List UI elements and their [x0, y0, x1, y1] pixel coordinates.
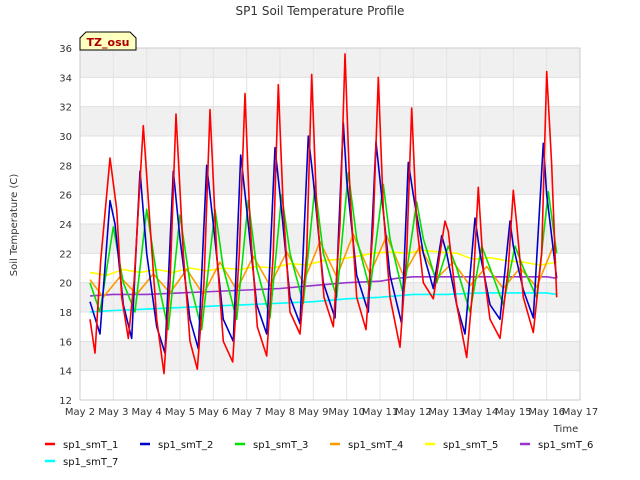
x-tick-label: May 9	[298, 407, 328, 418]
x-tick-label: May 2	[65, 407, 95, 418]
y-axis-ticks: 12 14 16 18 20 22 24 26 28 30 32 34 36	[59, 44, 72, 407]
y-tick-label: 28	[59, 161, 72, 172]
legend-label: sp1_smT_3	[253, 440, 308, 451]
x-tick-label: May 14	[462, 407, 499, 418]
x-tick-label: May 5	[165, 407, 195, 418]
legend: sp1_smT_1 sp1_smT_2 sp1_smT_3 sp1_smT_4 sp1_…	[45, 440, 593, 468]
legend-label: sp1_smT_4	[348, 440, 403, 451]
series-line-sp1-smT-1	[89, 53, 558, 375]
x-tick-label: May 6	[198, 407, 228, 418]
y-tick-label: 14	[59, 367, 72, 378]
y-tick-label: 22	[59, 249, 72, 260]
legend-item-sp1-smT-4: sp1_smT_4	[330, 440, 403, 451]
tz-badge: TZ_osu	[79, 31, 137, 51]
x-axis-ticks: May 2 May 3 May 4 May 5 May 6 May 7 May 8 May 9…	[65, 407, 598, 418]
x-tick-label: May 16	[528, 407, 565, 418]
y-axis-label: Soil Temperature (C)	[9, 174, 20, 277]
legend-label: sp1_smT_1	[63, 440, 118, 451]
series-lines	[89, 53, 558, 375]
badge-shape	[79, 31, 137, 51]
y-tick-label: 26	[59, 191, 72, 202]
x-tick-label: May 11	[362, 407, 399, 418]
legend-item-sp1-smT-2: sp1_smT_2	[140, 440, 213, 451]
x-tick-label: May 15	[495, 407, 532, 418]
x-tick-label: May 8	[265, 407, 295, 418]
chart-title: SP1 Soil Temperature Profile	[236, 4, 405, 18]
y-tick-label: 16	[59, 337, 72, 348]
plot-band	[80, 341, 580, 371]
legend-label: sp1_smT_6	[538, 440, 593, 451]
legend-item-sp1-smT-3: sp1_smT_3	[235, 440, 308, 451]
x-tick-label: May 10	[328, 407, 365, 418]
y-tick-label: 34	[59, 73, 72, 84]
legend-item-sp1-smT-5: sp1_smT_5	[425, 440, 498, 451]
y-tick-label: 32	[59, 103, 72, 114]
y-tick-label: 20	[59, 279, 72, 290]
legend-label: sp1_smT_2	[158, 440, 213, 451]
x-tick-label: May 7	[232, 407, 262, 418]
plot-band	[80, 106, 580, 136]
x-tick-label: May 3	[98, 407, 128, 418]
x-axis-label: Time	[553, 424, 578, 435]
y-tick-label: 18	[59, 308, 72, 319]
x-tick-label: May 12	[395, 407, 432, 418]
x-tick-label: May 17	[562, 407, 599, 418]
y-tick-label: 24	[59, 220, 72, 231]
plot-band	[80, 48, 580, 78]
x-tick-label: May 13	[428, 407, 465, 418]
legend-item-sp1-smT-1: sp1_smT_1	[45, 440, 118, 451]
plot-band	[80, 165, 580, 195]
y-tick-label: 30	[59, 132, 72, 143]
legend-item-sp1-smT-6: sp1_smT_6	[520, 440, 593, 451]
y-tick-label: 12	[59, 396, 72, 407]
plot-frame	[79, 47, 581, 401]
legend-item-sp1-smT-7: sp1_smT_7	[45, 457, 118, 468]
legend-label: sp1_smT_7	[63, 457, 118, 468]
plot-band	[80, 224, 580, 254]
legend-label: sp1_smT_5	[443, 440, 498, 451]
y-tick-label: 36	[59, 44, 72, 55]
x-tick-label: May 4	[132, 407, 162, 418]
badge-label: TZ_osu	[87, 36, 130, 49]
